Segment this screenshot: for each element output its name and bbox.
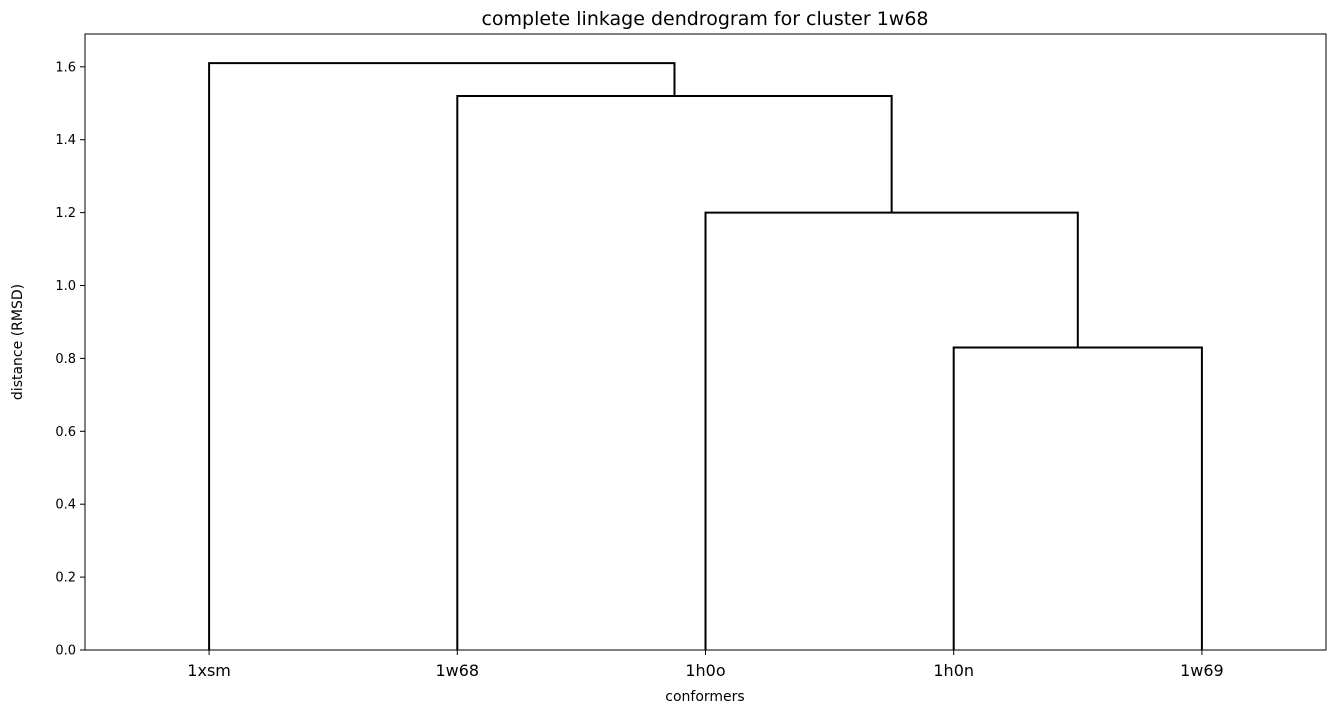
y-tick-label: 1.4 [55, 133, 76, 148]
y-tick-label: 1.2 [55, 206, 76, 221]
x-axis-ticks: 1xsm 1w68 1h0o 1h0n 1w69 [187, 650, 1224, 680]
leaf-label: 1h0o [685, 661, 725, 680]
chart-title: complete linkage dendrogram for cluster … [481, 8, 928, 30]
dendrogram-link [456, 94, 893, 650]
y-tick-label: 0.4 [55, 498, 76, 513]
dendrogram-links [208, 62, 1203, 650]
y-tick-label: 0.0 [55, 644, 76, 659]
leaf-label: 1xsm [187, 661, 231, 680]
y-tick-label: 0.6 [55, 425, 76, 440]
leaf-label: 1h0n [933, 661, 974, 680]
leaf-label: 1w69 [1180, 661, 1224, 680]
y-tick-label: 0.8 [55, 352, 76, 367]
leaf-label: 1w68 [435, 661, 479, 680]
y-axis-ticks: 0.0 0.2 0.4 0.6 0.8 1.0 1.2 1.4 1.6 [55, 60, 85, 659]
dendrogram-link [704, 211, 1079, 650]
y-tick-label: 0.2 [55, 571, 76, 586]
x-axis-label: conformers [665, 689, 744, 705]
dendrogram-link [952, 346, 1203, 650]
y-tick-label: 1.0 [55, 279, 76, 294]
dendrogram-link [208, 62, 676, 650]
y-tick-label: 1.6 [55, 60, 76, 75]
y-axis-label: distance (RMSD) [10, 284, 26, 400]
